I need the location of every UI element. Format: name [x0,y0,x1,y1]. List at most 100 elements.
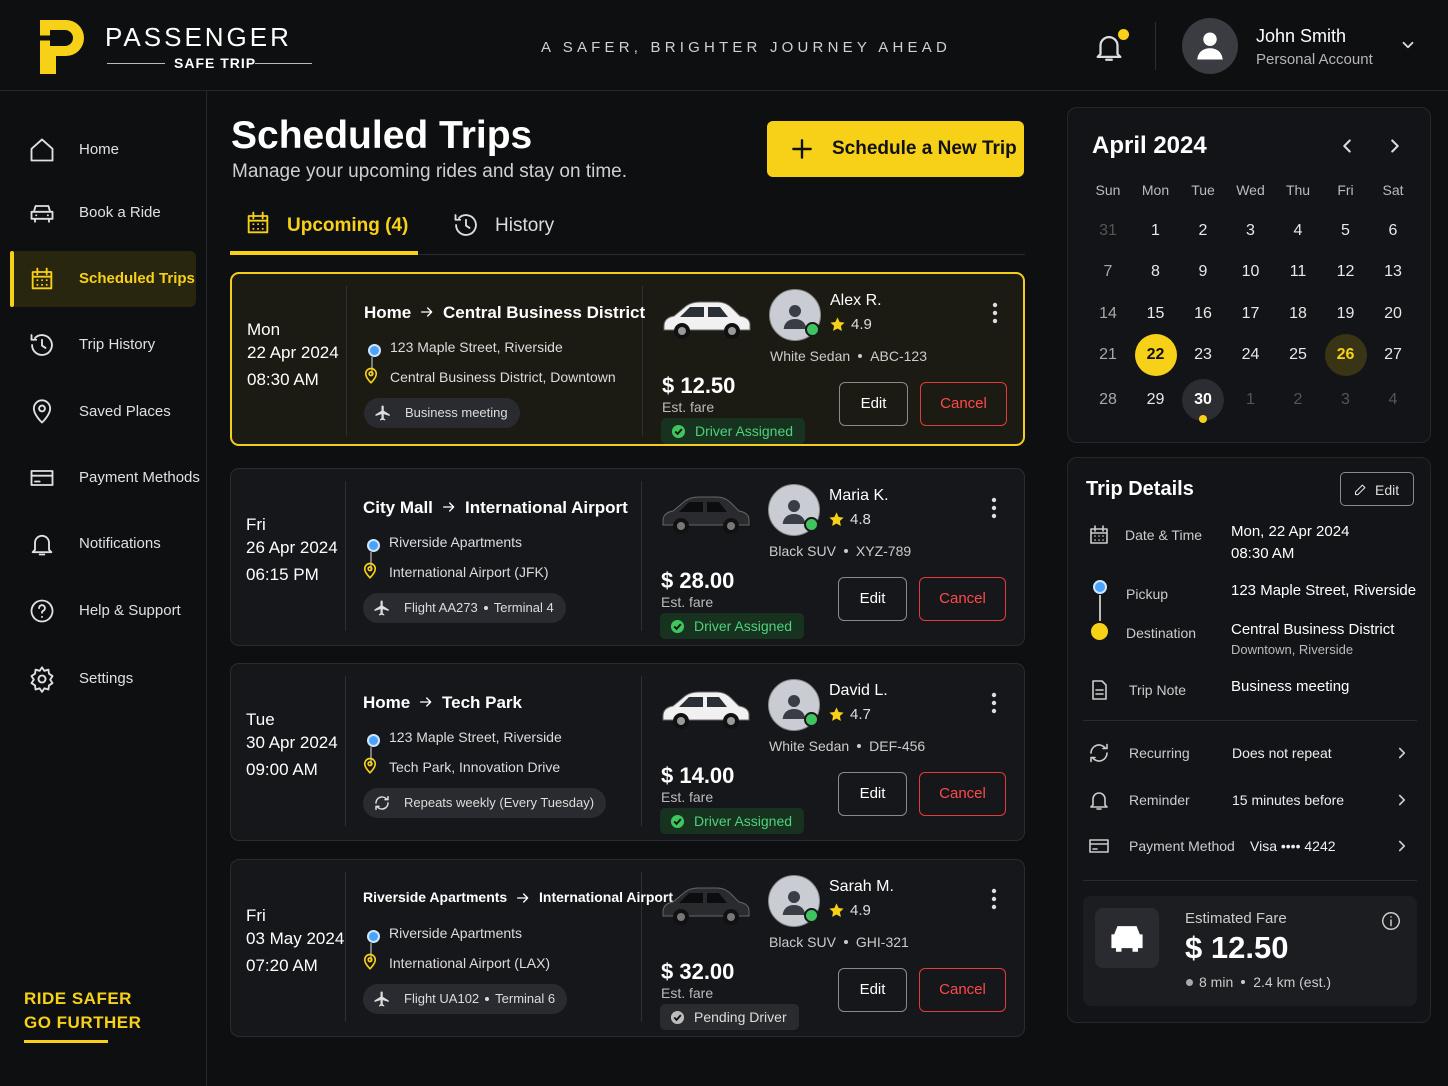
detail-sub: 08:30 AM [1231,545,1295,562]
calendar-day[interactable]: 22 [1134,334,1177,376]
more-menu[interactable] [992,302,998,329]
trip-card[interactable]: Mon 22 Apr 2024 08:30 AM Home Central Busine… [230,272,1025,446]
destination-dot [1091,623,1108,640]
edit-button[interactable]: Edit [838,772,907,816]
more-menu[interactable] [991,497,997,524]
icon-path [1382,912,1400,930]
icon-note [1092,680,1107,700]
calendar-day[interactable]: 20 [1384,305,1402,322]
trip-details-panel: Trip Details Edit Date & Time Mon, 22 Apr 2… [1067,457,1431,1023]
new-trip-label: Schedule a New Trip [832,138,1017,159]
vehicle-image [659,880,751,933]
info-button[interactable] [1380,910,1402,932]
cancel-button[interactable]: Cancel [919,772,1006,816]
calendar-day[interactable]: 2 [1293,391,1303,408]
trip-time: 08:30 AM [247,370,319,389]
nav-item[interactable]: Saved Places [18,392,196,432]
page-subtitle: Manage your upcoming rides and stay on t… [232,161,627,182]
new-trip-button[interactable]: Schedule a New Trip [767,121,1024,177]
tab-history[interactable]: History [440,205,580,249]
nav-item[interactable]: Notifications [18,524,196,564]
edit-button[interactable]: Edit [838,967,907,1012]
calendar-day[interactable]: 26 [1324,334,1367,376]
calendar-day[interactable]: 29 [1146,391,1165,408]
calendar-day[interactable]: 30 [1182,379,1224,421]
calendar-day[interactable]: 12 [1336,263,1355,280]
calendar-day[interactable]: 19 [1336,305,1355,322]
tab-label: History [495,215,555,236]
calendar-day[interactable]: 18 [1289,305,1307,322]
trip-card[interactable]: Tue 30 Apr 2024 09:00 AM Home Tech Park 123 M… [230,663,1025,841]
calendar-day[interactable]: 25 [1289,346,1307,363]
calendar-day[interactable]: 4 [1388,391,1398,408]
graphic [662,887,750,916]
calendar-day[interactable]: 8 [1151,263,1160,280]
settings-row[interactable]: Payment Method Visa •••• 4242 [1083,826,1417,866]
cancel-button[interactable]: Cancel [919,967,1006,1012]
calendar-day[interactable]: 2 [1198,222,1208,239]
settings-row[interactable]: Reminder 15 minutes before [1083,780,1417,820]
calendar-day[interactable]: 10 [1241,263,1260,280]
tab-upcoming[interactable]: Upcoming (4) [232,205,418,249]
icon-user [1197,32,1223,60]
setting-label: Payment Method [1129,838,1235,854]
edit-button[interactable]: Edit [838,576,907,621]
graphic [670,619,685,633]
nav-item[interactable]: Trip History [18,325,196,365]
calendar-day[interactable]: 23 [1194,346,1212,363]
calendar-day[interactable]: 4 [1293,222,1303,239]
cancel-button[interactable]: Cancel [919,576,1006,621]
nav-item[interactable]: Scheduled Trips [18,259,196,299]
graphic [679,892,727,903]
calendar-day[interactable]: 13 [1384,263,1402,280]
nav-item[interactable]: Payment Methods [18,458,200,498]
calendar-day[interactable]: 21 [1099,346,1117,363]
graphic [991,888,997,909]
calendar-day[interactable]: 17 [1241,305,1260,322]
vehicle-type: Black SUV [769,542,836,559]
notification-dot[interactable] [1118,29,1129,40]
calendar-day[interactable]: 1 [1151,222,1160,239]
calendar-day[interactable]: 9 [1198,263,1208,280]
next-month[interactable] [1384,135,1406,157]
brand-line [107,63,165,64]
icon-bell [31,534,53,556]
setting-value: Does not repeat [1232,745,1332,761]
calendar-day[interactable]: 6 [1388,222,1398,239]
cancel-button[interactable]: Cancel [920,382,1007,426]
calendar-day[interactable]: 5 [1341,222,1350,239]
nav-item[interactable]: Settings [18,659,196,699]
nav-item[interactable]: Home [18,130,196,170]
calendar-day[interactable]: 11 [1289,263,1307,280]
calendar-day[interactable]: 1 [1246,391,1255,408]
nav-label: Help & Support [79,602,181,619]
graphic [662,887,750,925]
more-menu[interactable] [991,888,997,915]
trip-card[interactable]: Fri 03 May 2024 07:20 AM Riverside Apartmen… [230,858,1025,1037]
calendar-day[interactable]: 3 [1246,222,1255,239]
pickup-dot [367,734,380,747]
calendar-day[interactable]: 7 [1103,263,1113,280]
prev-month[interactable] [1336,135,1358,157]
nav-item[interactable]: Help & Support [18,591,196,631]
pickup-dot [368,344,381,357]
user-avatar[interactable] [1182,18,1238,74]
calendar-day[interactable]: 15 [1146,305,1165,322]
edit-button[interactable]: Edit [839,382,908,426]
calendar-day[interactable]: 16 [1194,305,1212,322]
nav-item[interactable]: Book a Ride [18,193,196,233]
separator [858,354,863,358]
calendar-day[interactable]: 28 [1099,391,1117,408]
icon-home [30,138,54,162]
detail-value: Mon, 22 Apr 2024 [1231,523,1350,540]
settings-row[interactable]: Recurring Does not repeat [1083,733,1417,773]
trip-card[interactable]: Fri 26 Apr 2024 06:15 PM City Mall Internati… [230,467,1025,646]
fare: $ 12.50 [662,373,736,398]
calendar-day[interactable]: 27 [1384,346,1402,363]
calendar-day[interactable]: 31 [1099,222,1117,239]
more-menu[interactable] [991,692,997,719]
calendar-day[interactable]: 3 [1341,391,1350,408]
calendar-day[interactable]: 24 [1241,346,1260,363]
details-edit-button[interactable]: Edit [1340,472,1414,506]
calendar-day[interactable]: 14 [1099,305,1117,322]
